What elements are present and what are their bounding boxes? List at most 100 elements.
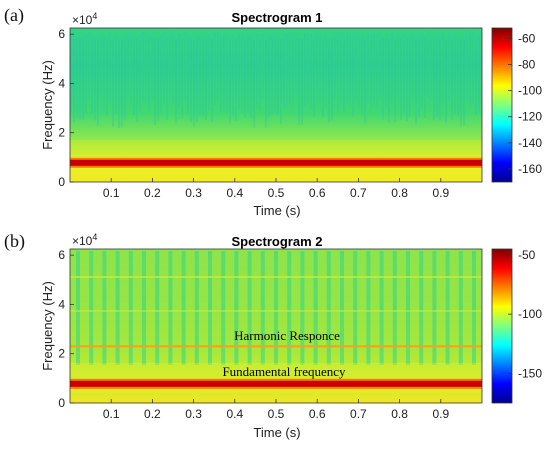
colorbar-tick-label: -150 xyxy=(518,366,542,380)
noise-stripe xyxy=(274,251,278,365)
noise-stripe xyxy=(340,251,344,365)
panel-label: (a) xyxy=(4,5,24,26)
x-tick-label: 0.2 xyxy=(144,407,161,421)
panel-b: (b) Spectrogram 2 Harmonic Responce Fund… xyxy=(4,231,542,440)
x-axis-label: Time (s) xyxy=(253,425,300,440)
x-tick-label: 0.6 xyxy=(309,186,326,200)
colorbar: -60 -80 -100 -120 -140 -160 xyxy=(491,27,542,183)
chart-title: Spectrogram 2 xyxy=(231,234,322,249)
noise-stripe xyxy=(142,251,146,365)
noise-stripe xyxy=(300,251,305,365)
x-tick-label: 0.1 xyxy=(103,407,120,421)
spectrogram-texture xyxy=(70,30,482,162)
x-tick-label: 0.1 xyxy=(103,186,120,200)
y-axis-ticks: 0 2 4 6 xyxy=(58,27,74,189)
spectrogram-bands xyxy=(70,157,482,168)
y-tick-label: 6 xyxy=(58,248,65,262)
noise-stripe xyxy=(432,251,437,365)
colorbar: -50 -100 -150 xyxy=(491,248,542,404)
noise-stripe xyxy=(419,251,424,365)
x-tick-label: 0.4 xyxy=(226,407,243,421)
noise-stripe xyxy=(76,251,80,365)
colorbar-ticks: -50 -100 -150 xyxy=(508,248,542,380)
y-tick-label: 4 xyxy=(58,76,65,90)
y-tick-label: 0 xyxy=(58,396,65,410)
noise-stripe xyxy=(128,251,133,365)
x-tick-label: 0.9 xyxy=(432,186,449,200)
y-tick-label: 2 xyxy=(58,126,65,140)
noise-stripe xyxy=(115,251,120,365)
noise-stripe xyxy=(406,251,410,365)
colorbar-tick-label: -80 xyxy=(518,58,536,72)
y-exponent: ×104 xyxy=(72,11,97,27)
noise-stripe xyxy=(247,251,252,365)
noise-stripe xyxy=(326,251,331,365)
x-tick-label: 0.2 xyxy=(144,186,161,200)
noise-stripe xyxy=(472,251,476,365)
plot-area xyxy=(69,248,483,404)
x-axis-ticks: 0.1 0.2 0.3 0.4 0.5 0.6 0.7 0.8 0.9 xyxy=(103,399,449,421)
x-tick-label: 0.3 xyxy=(185,407,202,421)
noise-stripe xyxy=(260,251,265,365)
noise-stripe xyxy=(379,251,384,365)
noise-stripe xyxy=(168,251,173,365)
noise-stripe xyxy=(234,251,239,365)
y-axis-label: Frequency (Hz) xyxy=(40,281,55,371)
x-tick-label: 0.5 xyxy=(268,407,285,421)
noise-stripe xyxy=(208,251,212,365)
colorbar-ticks: -60 -80 -100 -120 -140 -160 xyxy=(508,31,542,176)
noise-stripe xyxy=(194,251,199,365)
noise-layer xyxy=(70,140,482,162)
noise-stripe xyxy=(181,251,186,365)
y-tick-label: 2 xyxy=(58,347,65,361)
noise-stripe xyxy=(366,251,371,365)
y-tick-label: 0 xyxy=(58,175,65,189)
y-axis-ticks: 0 2 4 6 xyxy=(58,248,74,410)
band-fundamental xyxy=(70,159,482,166)
x-tick-label: 0.7 xyxy=(350,407,367,421)
noise-stripe xyxy=(287,251,292,365)
noise-stripe xyxy=(445,251,450,365)
chart-title: Spectrogram 1 xyxy=(231,10,322,25)
colorbar-tick-label: -100 xyxy=(518,307,542,321)
x-tick-label: 0.9 xyxy=(432,407,449,421)
noise-stripe xyxy=(313,251,318,365)
colorbar-tick-label: -60 xyxy=(518,31,536,45)
colorbar-tick-label: -120 xyxy=(518,110,542,124)
x-tick-label: 0.3 xyxy=(185,186,202,200)
colorbar-gradient xyxy=(491,248,513,404)
spectrogram-background xyxy=(70,28,482,182)
noise-stripe xyxy=(155,251,160,365)
colorbar-tick-label: -160 xyxy=(518,162,542,176)
plot-area xyxy=(69,27,483,183)
colorbar-tick-label: -140 xyxy=(518,136,542,150)
colorbar-tick-label: -100 xyxy=(518,84,542,98)
spectrogram-bands xyxy=(70,345,482,389)
x-tick-label: 0.4 xyxy=(226,186,243,200)
colorbar-tick-label: -50 xyxy=(518,248,536,262)
x-axis-label: Time (s) xyxy=(253,203,300,218)
x-tick-label: 0.8 xyxy=(391,407,408,421)
x-tick-label: 0.6 xyxy=(309,407,326,421)
annotation-fundamental-frequency: Fundamental frequency xyxy=(222,364,346,379)
x-tick-label: 0.8 xyxy=(391,186,408,200)
noise-stripe xyxy=(458,251,463,365)
x-tick-label: 0.7 xyxy=(350,186,367,200)
band-harmonic xyxy=(70,345,482,348)
y-tick-label: 6 xyxy=(58,27,65,41)
noise-stripe xyxy=(221,251,226,365)
colorbar-gradient xyxy=(491,27,513,183)
annotation-harmonic-response: Harmonic Responce xyxy=(234,328,340,343)
y-axis-label: Frequency (Hz) xyxy=(40,60,55,150)
noise-stripe xyxy=(89,251,94,365)
noise-stripe xyxy=(353,251,358,365)
noise-stripe xyxy=(392,251,397,365)
x-tick-label: 0.5 xyxy=(268,186,285,200)
panel-label: (b) xyxy=(4,231,25,252)
y-exponent: ×104 xyxy=(72,232,97,248)
noise-stripe xyxy=(102,251,107,365)
band-fundamental xyxy=(70,380,482,387)
panel-a: (a) Spectrogram 1 0.1 0.2 0.3 0.4 0.5 0.… xyxy=(4,5,542,218)
x-axis-ticks: 0.1 0.2 0.3 0.4 0.5 0.6 0.7 0.8 0.9 xyxy=(103,178,449,200)
